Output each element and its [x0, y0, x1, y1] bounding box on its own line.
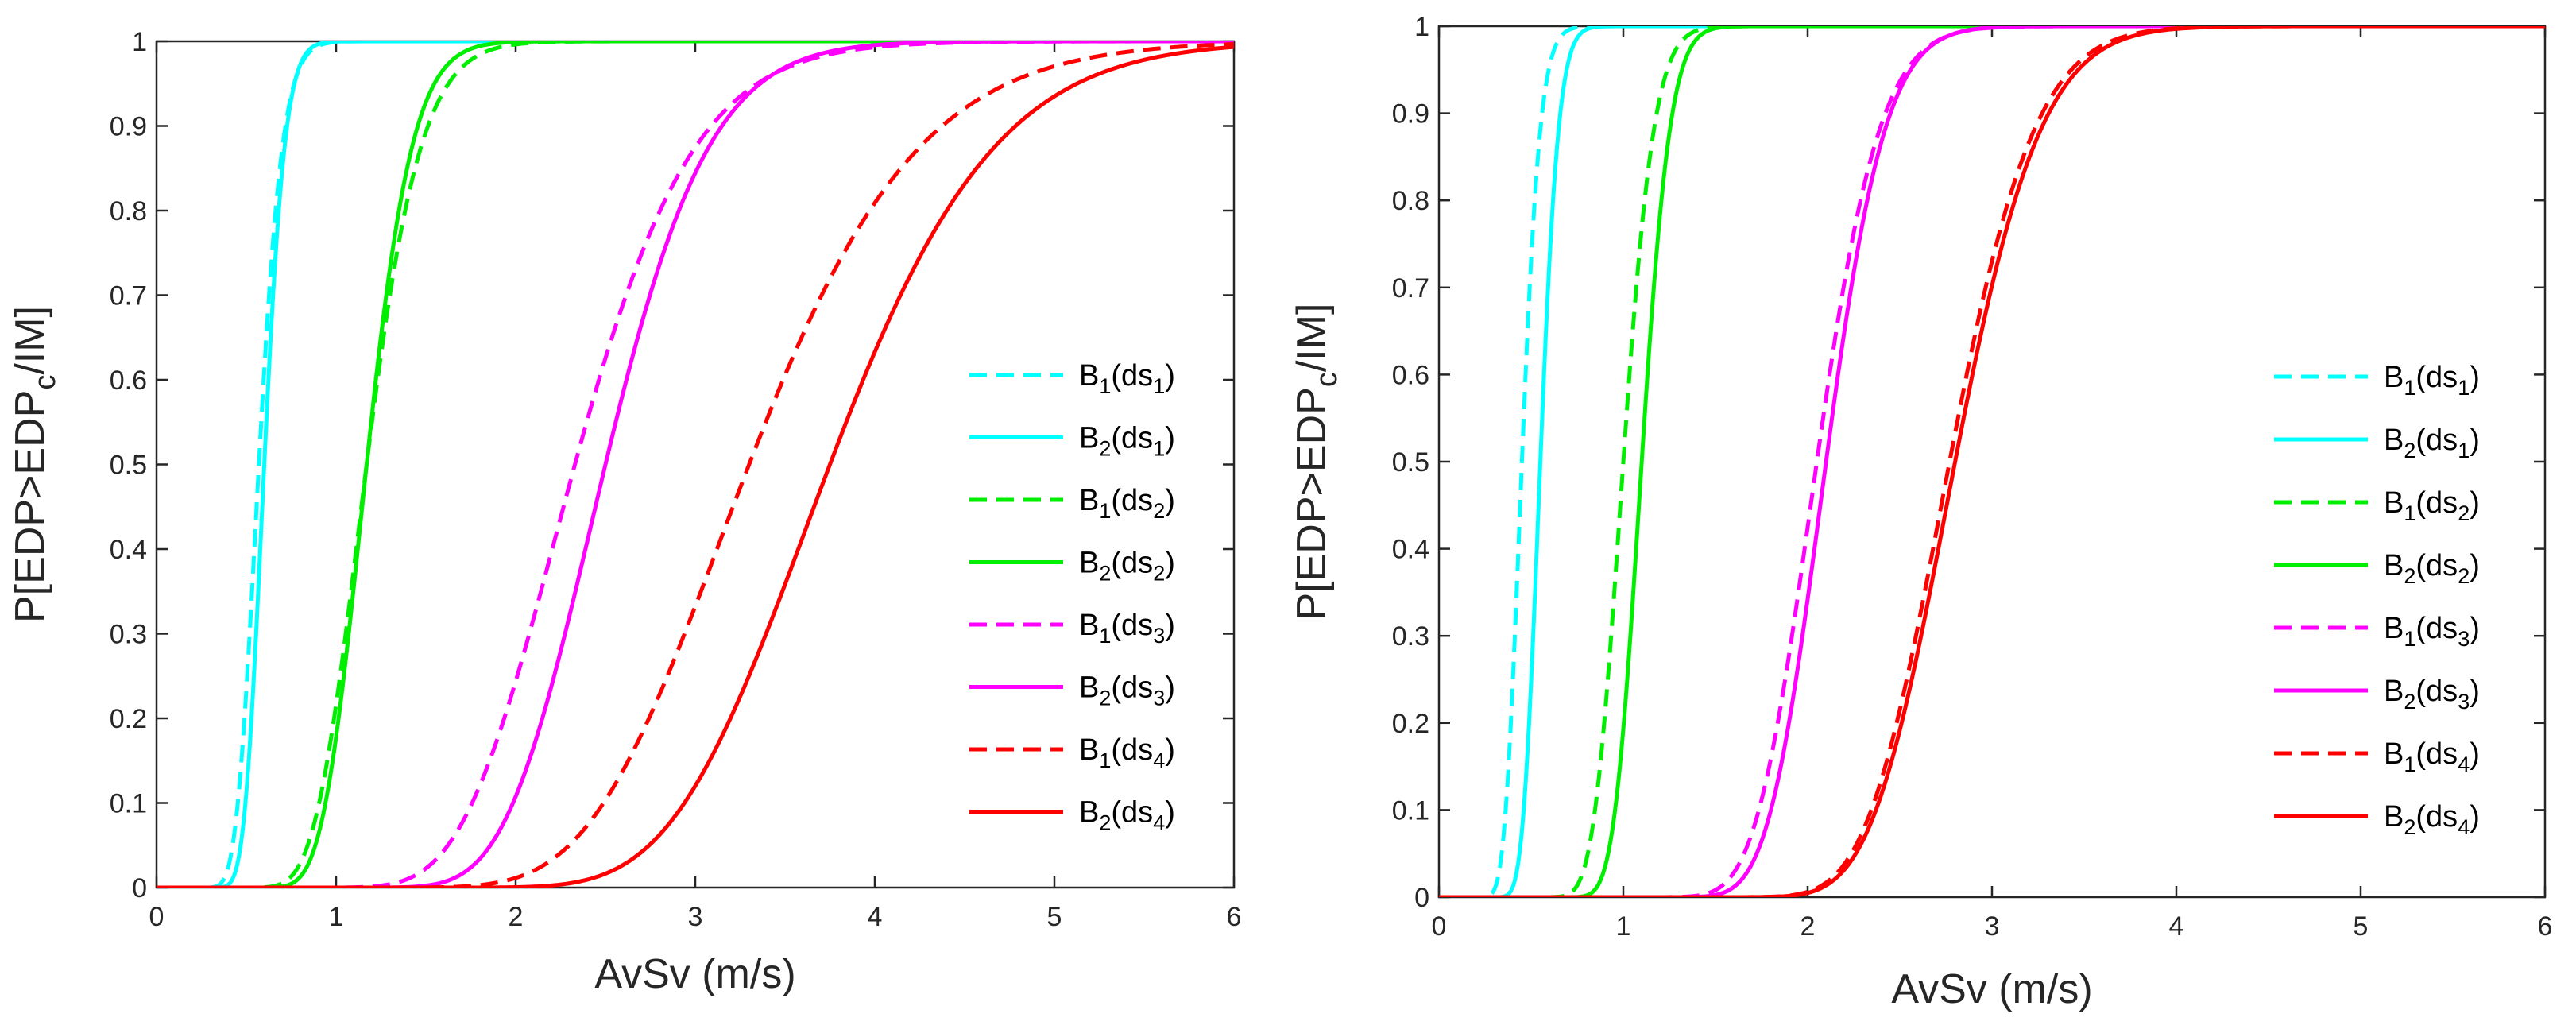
panel-left: 0 1 2 3 4 5 6 0 0.1 0.2 0.3 0.4 0.5 0.6 0.7 0.8 0.9 1 AvSv… [7, 27, 1241, 997]
legend-label-B1(ds1): B1(ds1) [1079, 359, 1175, 398]
legend-label-B2(ds3): B2(ds3) [1079, 671, 1175, 710]
y-tick-label: 0 [132, 873, 147, 903]
series-line-B2(ds3) [1439, 26, 2545, 897]
y-tick-label: 0.5 [110, 451, 147, 481]
y-tick-label: 0.5 [1392, 447, 1429, 478]
legend-label-B1(ds3): B1(ds3) [1079, 609, 1175, 648]
y-tick-label: 0.3 [1392, 621, 1429, 652]
y-tick-label: 0.6 [110, 366, 147, 396]
series-line-B2(ds2) [157, 41, 1234, 888]
y-tick-label: 1 [1414, 12, 1429, 42]
x-tick-label: 5 [1047, 902, 1062, 932]
x-tick-label: 1 [329, 902, 344, 932]
x-tick-label: 0 [149, 902, 164, 932]
x-tick-label: 0 [1432, 911, 1447, 942]
y-tick-label: 0.8 [110, 196, 147, 226]
y-tick-label: 0.2 [110, 704, 147, 734]
x-tick-label: 4 [2169, 911, 2184, 942]
y-tick-label: 0.6 [1392, 360, 1429, 390]
y-tick-label: 0.4 [1392, 535, 1429, 565]
y-tick-label: 0.7 [1392, 273, 1429, 304]
x-axis-label: AvSv (m/s) [1891, 966, 2092, 1012]
legend-label-B1(ds3): B1(ds3) [2384, 612, 2480, 651]
y-tick-label: 0.9 [1392, 99, 1429, 130]
y-axis-label: P[EDP>EDPc/IM] [7, 306, 62, 623]
y-tick-label: 0.9 [110, 112, 147, 142]
series-line-B1(ds4) [1439, 26, 2545, 897]
y-tick-label: 0.4 [110, 535, 147, 565]
legend-label-B2(ds2): B2(ds2) [2384, 549, 2480, 588]
panel-right: 0 1 2 3 4 5 6 0 0.1 0.2 0.3 0.4 0.5 0.6 0.7 0.8 0.9 1 AvSv… [1289, 12, 2552, 1012]
series-line-B2(ds3) [157, 41, 1234, 888]
y-tick-label: 0.7 [110, 281, 147, 311]
series-line-B2(ds2) [1439, 26, 2545, 897]
legend-label-B1(ds2): B1(ds2) [1079, 484, 1175, 523]
x-tick-label: 3 [688, 902, 703, 932]
legend-label-B2(ds1): B2(ds1) [2384, 424, 2480, 462]
y-tick-label: 1 [132, 27, 147, 57]
x-tick-label: 5 [2354, 911, 2369, 942]
x-tick-label: 1 [1616, 911, 1631, 942]
legend-label-B2(ds4): B2(ds4) [1079, 796, 1175, 835]
x-tick-label: 3 [1985, 911, 2000, 942]
legend-label-B1(ds4): B1(ds4) [2384, 737, 2480, 776]
series-line-B2(ds1) [157, 41, 1234, 888]
series-group [157, 41, 1234, 888]
y-tick-label: 0 [1414, 883, 1429, 913]
legend-label-B2(ds3): B2(ds3) [2384, 675, 2480, 714]
legend-label-B1(ds2): B1(ds2) [2384, 486, 2480, 525]
legend: B1(ds1) B2(ds1) B1(ds2) B2(ds2) B1(ds3) B2(ds… [2274, 361, 2480, 839]
x-axis-label: AvSv (m/s) [594, 951, 795, 997]
legend-label-B2(ds1): B2(ds1) [1079, 422, 1175, 461]
y-tick-label: 0.2 [1392, 709, 1429, 739]
x-tick-label: 6 [1227, 902, 1242, 932]
legend-label-B2(ds2): B2(ds2) [1079, 547, 1175, 586]
y-tick-label: 0.8 [1392, 186, 1429, 216]
legend: B1(ds1) B2(ds1) B1(ds2) B2(ds2) B1(ds3) B2(ds… [969, 359, 1175, 835]
series-line-B2(ds4) [157, 44, 1234, 888]
y-tick-label: 0.3 [110, 620, 147, 650]
plot-area [1437, 25, 2547, 899]
plot-area [155, 40, 1236, 889]
series-line-B2(ds1) [1439, 26, 2545, 897]
series-group [1439, 26, 2545, 897]
x-tick-label: 6 [2538, 911, 2553, 942]
legend-label-B2(ds4): B2(ds4) [2384, 800, 2480, 839]
x-tick-label: 2 [1800, 911, 1816, 942]
series-line-B1(ds2) [1439, 26, 2545, 897]
x-tick-label: 4 [868, 902, 883, 932]
y-tick-label: 0.1 [1392, 795, 1429, 826]
y-tick-label: 0.1 [110, 789, 147, 819]
series-line-B2(ds4) [1439, 26, 2545, 897]
legend-label-B1(ds1): B1(ds1) [2384, 361, 2480, 400]
legend-label-B1(ds4): B1(ds4) [1079, 733, 1175, 772]
y-axis-label: P[EDP>EDPc/IM] [1289, 303, 1344, 620]
x-tick-label: 2 [509, 902, 524, 932]
